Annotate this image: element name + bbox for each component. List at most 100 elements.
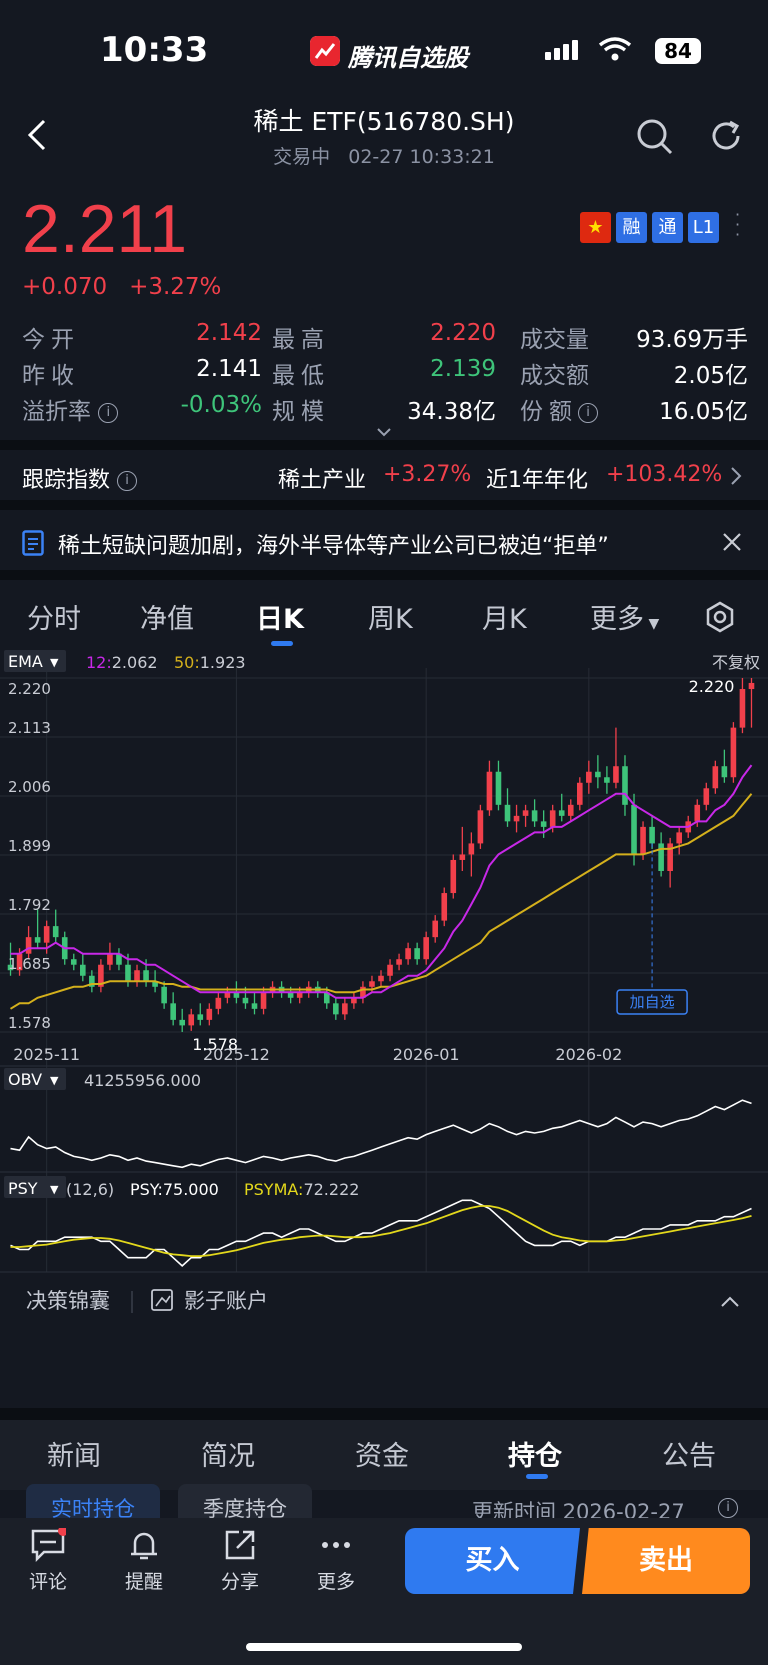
- quote-label: 昨收: [22, 363, 80, 389]
- close-icon[interactable]: [722, 532, 742, 552]
- candle: [387, 964, 393, 976]
- volume-value: 93.69万手: [636, 327, 748, 353]
- document-icon: [22, 530, 44, 556]
- info-icon[interactable]: i: [98, 402, 119, 423]
- premium-value: -0.03%: [180, 392, 262, 418]
- ema-indicator-selector[interactable]: [4, 650, 66, 672]
- candle: [52, 926, 59, 938]
- tab-news[interactable]: 新闻: [47, 1441, 101, 1472]
- x-tick-label: 2025-12: [203, 1045, 270, 1064]
- candle: [441, 893, 448, 921]
- share-label: 分享: [220, 1571, 259, 1593]
- tab-holdings[interactable]: 持仓: [508, 1441, 562, 1472]
- change-percent: +3.27%: [129, 274, 222, 300]
- psy-line: [10, 1199, 752, 1267]
- tab-funds[interactable]: 资金: [355, 1441, 409, 1472]
- back-button[interactable]: [24, 118, 50, 156]
- obv-indicator-selector[interactable]: [4, 1068, 66, 1090]
- candle: [504, 804, 511, 822]
- decision-tool[interactable]: 决策锦囊: [26, 1289, 110, 1313]
- level1-badge[interactable]: L1: [688, 212, 719, 243]
- candle: [748, 682, 755, 690]
- expand-chevron-icon[interactable]: [376, 422, 392, 441]
- quote-row: 昨收 2.141 最低 2.139 成交额 2.05亿: [22, 356, 748, 392]
- tab-nav[interactable]: 净值: [140, 604, 194, 635]
- candle: [107, 953, 113, 965]
- tab-monthly-k[interactable]: 月K: [482, 604, 527, 635]
- quarterly-holdings-button[interactable]: 季度持仓: [178, 1484, 312, 1522]
- tab-intraday[interactable]: 分时: [27, 604, 81, 635]
- shadow-account-tool[interactable]: 影子账户: [184, 1289, 268, 1313]
- adjust-mode[interactable]: 不复权: [712, 653, 760, 672]
- tab-overview[interactable]: 简况: [201, 1441, 255, 1472]
- remind-button[interactable]: 提醒: [114, 1528, 174, 1594]
- info-icon[interactable]: i: [718, 1498, 738, 1518]
- tab-more[interactable]: 更多 ▼: [590, 604, 660, 635]
- candle: [667, 843, 673, 871]
- candle: [206, 1008, 213, 1020]
- obv-line: [10, 1099, 752, 1169]
- high-price-label: 2.220: [689, 677, 735, 696]
- candle: [360, 986, 366, 998]
- candle: [432, 920, 439, 938]
- prev-close-value: 2.141: [196, 356, 262, 382]
- connect-badge[interactable]: 通: [652, 212, 683, 243]
- news-text: 稀土短缺问题加剧，海外半导体等产业公司已被迫“拒单”: [58, 534, 609, 559]
- ema50-legend: 50:1.923: [174, 653, 246, 672]
- candle: [143, 970, 149, 982]
- info-icon[interactable]: i: [578, 402, 598, 423]
- obv-value: 41255956.000: [84, 1071, 201, 1090]
- margin-badge[interactable]: 融: [616, 212, 647, 243]
- candle: [450, 859, 457, 894]
- y-tick-label: 1.792: [8, 896, 51, 914]
- tracking-index-row[interactable]: 跟踪指数 i 稀土产业 +3.27% 近1年年化 +103.42%: [0, 450, 768, 500]
- watchlist-marker[interactable]: [616, 989, 688, 1015]
- status-time: 10:33: [100, 30, 209, 70]
- refresh-icon[interactable]: [708, 118, 744, 158]
- scale-value: 34.38亿: [407, 399, 496, 425]
- annual-label: 近1年年化: [486, 468, 588, 493]
- badge-group: ★ 融 通 L1: [580, 212, 719, 243]
- buy-button[interactable]: 买入: [405, 1528, 580, 1594]
- candlestick-chart[interactable]: 2.220 2.113 2.006 1.899 1.792 1.685 1.578 2025…: [0, 648, 768, 1413]
- status-bar: 10:33 腾讯自选股 84: [0, 0, 768, 100]
- more-button[interactable]: 更多: [306, 1528, 366, 1594]
- quote-label: 最低: [272, 363, 330, 389]
- info-icon[interactable]: i: [117, 471, 138, 491]
- tab-weekly-k[interactable]: 周K: [368, 604, 413, 635]
- change-amount: +0.070: [22, 274, 108, 300]
- candle: [80, 964, 86, 976]
- tracking-label: 跟踪指数 i: [22, 462, 138, 494]
- battery-icon: 84: [655, 38, 701, 64]
- low-value: 2.139: [430, 356, 496, 382]
- collapse-chevron-icon[interactable]: [721, 1296, 739, 1307]
- candle: [540, 821, 547, 827]
- tab-announcements[interactable]: 公告: [662, 1441, 716, 1472]
- quote-label: 今开: [22, 327, 80, 353]
- candle: [531, 810, 538, 822]
- search-icon[interactable]: [636, 118, 674, 160]
- share-button[interactable]: 分享: [210, 1528, 270, 1594]
- turnover-value: 2.05亿: [673, 363, 748, 389]
- comment-label: 评论: [28, 1571, 67, 1593]
- candle: [586, 771, 592, 783]
- chart-settings-icon[interactable]: [704, 601, 736, 633]
- candle: [495, 771, 502, 805]
- status-app-name: 腾讯自选股: [348, 44, 468, 72]
- wifi-icon: [598, 36, 632, 66]
- comment-button[interactable]: 评论: [18, 1526, 78, 1594]
- sell-button[interactable]: 卖出: [582, 1528, 750, 1594]
- candle: [712, 766, 719, 789]
- more-icon: [322, 1542, 350, 1548]
- annual-value: +103.42%: [606, 462, 723, 487]
- candle: [595, 771, 601, 778]
- tab-daily-k[interactable]: 日K: [256, 604, 304, 635]
- more-vertical-icon[interactable]: · · ·: [735, 205, 741, 244]
- realtime-holdings-button[interactable]: 实时持仓: [26, 1484, 160, 1522]
- news-banner[interactable]: 稀土短缺问题加剧，海外半导体等产业公司已被迫“拒单”: [0, 510, 768, 580]
- ema12-line: [10, 764, 753, 999]
- psy-indicator-selector[interactable]: [4, 1176, 66, 1198]
- share-icon: [225, 1530, 255, 1560]
- cellular-signal-icon: [545, 40, 581, 60]
- app-logo-icon: [310, 36, 340, 66]
